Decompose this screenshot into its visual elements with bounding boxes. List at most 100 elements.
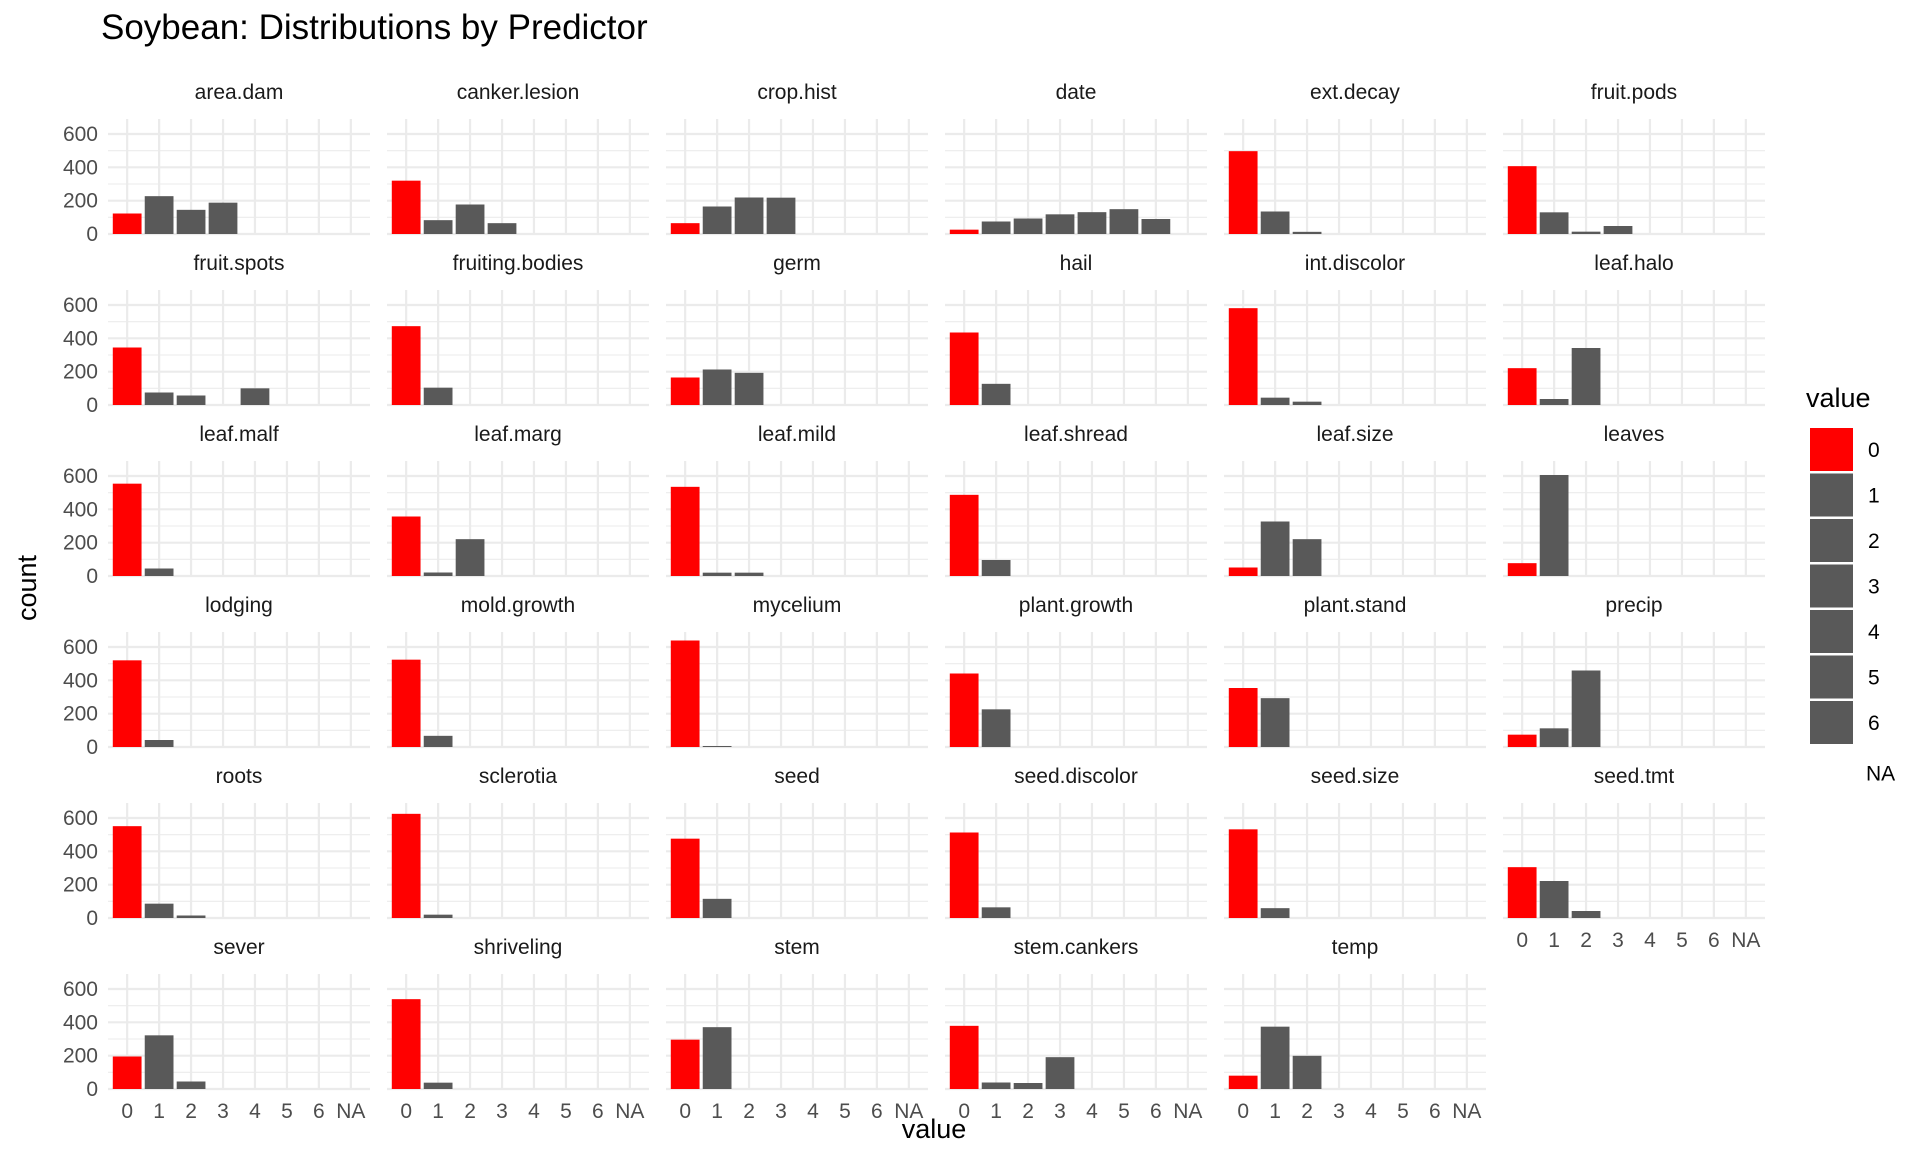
- facet-strip-label: plant.stand: [1304, 594, 1407, 617]
- bar-leaf.mild-1: [702, 572, 732, 576]
- facet-panel-shriveling: shriveling 0 1 2 3 4 5 6 NA: [387, 936, 649, 1123]
- legend-key-5: [1810, 655, 1853, 699]
- bar-leaf.mild-0: [670, 486, 700, 576]
- bar-seed.tmt-0: [1507, 867, 1537, 918]
- bar-crop.hist-1: [702, 206, 732, 234]
- facet-strip-label: hail: [1060, 252, 1093, 275]
- legend-key-3: [1810, 564, 1853, 608]
- x-tick-label: 3: [775, 1100, 787, 1123]
- bar-fruit.pods-3: [1603, 226, 1633, 234]
- legend-label: 0: [1868, 439, 1880, 462]
- y-tick-label: 400: [63, 840, 98, 863]
- x-tick-label: 3: [1333, 1100, 1345, 1123]
- bar-plant.stand-0: [1228, 688, 1258, 747]
- x-tick-label: 1: [711, 1100, 723, 1123]
- x-tick-label: 4: [528, 1100, 540, 1123]
- facet-strip-label: canker.lesion: [457, 81, 580, 104]
- bar-leaf.marg-2: [455, 539, 485, 576]
- facet-strip-label: shriveling: [474, 936, 563, 959]
- x-tick-label: 0: [400, 1100, 412, 1123]
- bar-mycelium-0: [670, 640, 700, 747]
- bar-plant.stand-1: [1260, 698, 1290, 747]
- x-tick-label: NA: [1173, 1100, 1202, 1123]
- legend-key-1: [1810, 473, 1853, 517]
- bar-leaf.shread-0: [949, 494, 979, 576]
- facet-panel-leaf.size: leaf.size: [1224, 423, 1486, 578]
- bar-seed.tmt-1: [1539, 881, 1569, 918]
- facet-panel-seed.tmt: seed.tmt 0 1 2 3 4 5 6 NA: [1503, 765, 1765, 952]
- facet-panel-ext.decay: ext.decay: [1224, 81, 1486, 236]
- y-tick-label: 200: [63, 532, 98, 555]
- bar-stem-1: [702, 1027, 732, 1089]
- y-tick-label: 400: [63, 669, 98, 692]
- bar-germ-1: [702, 369, 732, 405]
- legend-label: 6: [1868, 712, 1880, 735]
- y-tick-label: 600: [63, 294, 98, 317]
- x-tick-label: 6: [1708, 929, 1720, 952]
- bar-sever-2: [176, 1081, 206, 1089]
- x-tick-label: 6: [592, 1100, 604, 1123]
- bar-int.discolor-1: [1260, 397, 1290, 405]
- y-tick-label: 0: [86, 907, 98, 930]
- y-tick-label: 400: [63, 327, 98, 350]
- facet-panel-fruiting.bodies: fruiting.bodies: [387, 252, 649, 407]
- y-tick-label: 200: [63, 1045, 98, 1068]
- facet-strip-label: temp: [1332, 936, 1379, 959]
- facet-panel-crop.hist: crop.hist: [666, 81, 928, 236]
- y-tick-label: 0: [86, 1078, 98, 1101]
- legend-label: 5: [1868, 667, 1880, 690]
- bar-precip-2: [1571, 670, 1601, 747]
- x-tick-label: 4: [1086, 1100, 1098, 1123]
- y-tick-label: 600: [63, 636, 98, 659]
- bar-fruit.spots-4: [240, 388, 270, 405]
- bar-leaf.marg-1: [423, 572, 453, 576]
- bar-date-5: [1109, 209, 1139, 234]
- bar-date-1: [981, 221, 1011, 234]
- bar-leaf.size-1: [1260, 521, 1290, 576]
- y-axis-title: count: [12, 554, 42, 621]
- x-tick-label: 2: [1580, 929, 1592, 952]
- x-tick-label: 0: [1237, 1100, 1249, 1123]
- bar-temp-2: [1292, 1055, 1322, 1089]
- y-tick-label: 200: [63, 874, 98, 897]
- bar-leaves-0: [1507, 563, 1537, 576]
- bar-int.discolor-2: [1292, 401, 1322, 405]
- x-tick-label: 1: [990, 1100, 1002, 1123]
- x-tick-label: 2: [185, 1100, 197, 1123]
- facet-strip-label: stem.cankers: [1014, 936, 1139, 959]
- bar-seed.size-1: [1260, 908, 1290, 918]
- facet-panel-date: date: [945, 81, 1207, 236]
- x-tick-label: 0: [121, 1100, 133, 1123]
- facet-strip-label: germ: [773, 252, 821, 275]
- bar-area.dam-3: [208, 202, 238, 234]
- facet-panel-int.discolor: int.discolor: [1224, 252, 1486, 407]
- bar-temp-0: [1228, 1075, 1258, 1089]
- facet-strip-label: leaf.size: [1316, 423, 1393, 446]
- bar-lodging-0: [112, 660, 142, 747]
- facet-panel-stem: stem 0 1 2 3 4 5 6 NA: [666, 936, 928, 1123]
- facet-panel-plant.stand: plant.stand: [1224, 594, 1486, 749]
- bar-germ-0: [670, 377, 700, 405]
- bar-ext.decay-1: [1260, 211, 1290, 234]
- facet-strip-label: leaf.marg: [474, 423, 562, 446]
- y-tick-label: 0: [86, 394, 98, 417]
- bar-area.dam-0: [112, 213, 142, 234]
- x-tick-label: 5: [1397, 1100, 1409, 1123]
- bar-roots-2: [176, 915, 206, 918]
- x-tick-label: 0: [1516, 929, 1528, 952]
- bar-mold.growth-1: [423, 735, 453, 747]
- y-tick-label: 400: [63, 156, 98, 179]
- bar-leaf.halo-1: [1539, 399, 1569, 405]
- facet-panel-canker.lesion: canker.lesion: [387, 81, 649, 236]
- legend-key-4: [1810, 610, 1853, 653]
- facet-panel-hail: hail: [945, 252, 1207, 407]
- x-tick-label: 5: [560, 1100, 572, 1123]
- facet-panel-fruit.pods: fruit.pods: [1503, 81, 1765, 236]
- x-tick-label: 1: [1269, 1100, 1281, 1123]
- facet-panel-leaf.halo: leaf.halo: [1503, 252, 1765, 407]
- facet-strip-label: precip: [1605, 594, 1662, 617]
- bar-precip-0: [1507, 734, 1537, 747]
- bar-leaf.mild-2: [734, 572, 764, 576]
- facet-strip-label: fruiting.bodies: [453, 252, 584, 275]
- legend-label: 4: [1868, 621, 1880, 644]
